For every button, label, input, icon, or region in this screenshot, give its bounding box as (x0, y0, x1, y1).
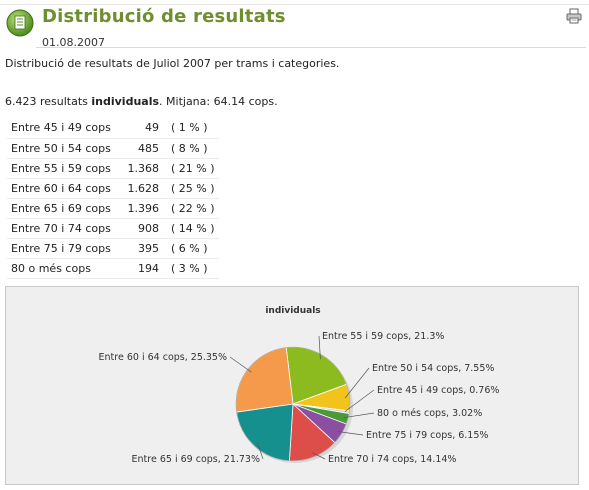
slice-label: Entre 50 i 54 cops, 7.55% (372, 363, 494, 374)
slice-leader-line (337, 431, 364, 436)
table-row: Entre 75 i 79 cops 395 ( 6 % ) (7, 238, 219, 259)
row-count: 194 (119, 258, 163, 279)
pie-slice (236, 403, 294, 462)
slice-leader-line (318, 335, 321, 360)
row-percent: ( 1 % ) (163, 118, 219, 139)
row-label: 80 o més cops (7, 258, 119, 279)
summary-average: . Mitjana: 64.14 cops. (159, 95, 278, 108)
row-percent: ( 8 % ) (163, 138, 219, 159)
slice-label: Entre 55 i 59 cops, 21.3% (322, 331, 444, 342)
document-icon (6, 9, 34, 37)
table-row: Entre 50 i 54 cops 485 ( 8 % ) (7, 138, 219, 159)
intro-text: Distribució de resultats de Juliol 2007 … (5, 57, 340, 70)
row-label: Entre 45 i 49 cops (7, 118, 119, 139)
header-underline (36, 47, 586, 48)
row-count: 1.368 (119, 158, 163, 179)
slice-label: Entre 65 i 69 cops, 21.73% (132, 454, 260, 465)
slice-label: Entre 75 i 79 cops, 6.15% (366, 430, 488, 441)
table-row: 80 o més cops 194 ( 3 % ) (7, 258, 219, 279)
chart-title: individuals (265, 306, 320, 316)
pie-chart: individuals Entre 55 i 59 cops, 21.3% Ent… (99, 306, 500, 465)
table-row: Entre 70 i 74 cops 908 ( 14 % ) (7, 218, 219, 239)
table-row: Entre 55 i 59 cops 1.368 ( 21 % ) (7, 158, 219, 179)
row-label: Entre 60 i 64 cops (7, 178, 119, 199)
pie-slice (235, 346, 294, 413)
summary-count: 6.423 resultats (5, 95, 92, 108)
slice-label: Entre 45 i 49 cops, 0.76% (377, 385, 499, 396)
slice-leader-line (312, 452, 326, 460)
row-count: 908 (119, 218, 163, 239)
row-percent: ( 14 % ) (163, 218, 219, 239)
slice-leader-line (229, 356, 252, 373)
row-percent: ( 3 % ) (163, 258, 219, 279)
row-percent: ( 25 % ) (163, 178, 219, 199)
distribution-table: Entre 45 i 49 cops 49 ( 1 % ) Entre 50 i… (7, 118, 219, 279)
row-count: 395 (119, 238, 163, 259)
table-row: Entre 60 i 64 cops 1.628 ( 25 % ) (7, 178, 219, 199)
slice-leader-line (257, 442, 264, 460)
pie-outline (235, 346, 351, 462)
page-title: Distribució de resultats (42, 6, 286, 27)
table-row: Entre 45 i 49 cops 49 ( 1 % ) (7, 118, 219, 139)
row-label: Entre 50 i 54 cops (7, 138, 119, 159)
row-percent: ( 6 % ) (163, 238, 219, 259)
pie-chart-panel: individuals Entre 55 i 59 cops, 21.3% Ent… (5, 286, 579, 485)
slice-leader-line (344, 389, 375, 412)
slice-leader-line (344, 367, 370, 399)
header-divider (0, 4, 589, 5)
slice-label: Entre 70 i 74 cops, 14.14% (328, 454, 456, 465)
summary-category: individuals (91, 95, 160, 108)
slice-label: Entre 60 i 64 cops, 25.35% (99, 352, 227, 363)
row-percent: ( 21 % ) (163, 158, 219, 179)
row-label: Entre 75 i 79 cops (7, 238, 119, 259)
row-count: 49 (119, 118, 163, 139)
row-label: Entre 65 i 69 cops (7, 198, 119, 219)
row-count: 1.628 (119, 178, 163, 199)
page-date: 01.08.2007 (42, 36, 105, 49)
row-percent: ( 22 % ) (163, 198, 219, 219)
page-header: Distribució de resultats 01.08.2007 (0, 0, 589, 50)
row-count: 1.396 (119, 198, 163, 219)
print-icon[interactable] (566, 8, 582, 24)
table-row: Entre 65 i 69 cops 1.396 ( 22 % ) (7, 198, 219, 219)
row-label: Entre 55 i 59 cops (7, 158, 119, 179)
slice-leader-line (343, 412, 375, 419)
summary-text: 6.423 resultats individuals. Mitjana: 64… (5, 95, 278, 108)
row-count: 485 (119, 138, 163, 159)
row-label: Entre 70 i 74 cops (7, 218, 119, 239)
slice-label: 80 o més cops, 3.02% (377, 408, 482, 419)
